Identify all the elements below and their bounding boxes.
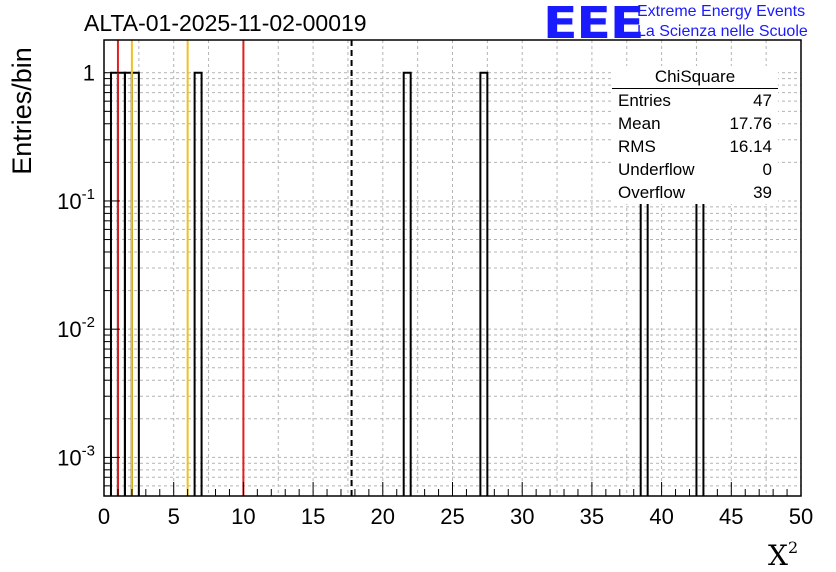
x-tick-label: 5	[168, 504, 180, 529]
stats-row-underflow: Underflow 0	[612, 158, 778, 181]
x-tick-label: 40	[649, 504, 673, 529]
x-tick-label: 25	[440, 504, 464, 529]
x-tick-label: 20	[371, 504, 395, 529]
stats-value: 17.76	[729, 114, 772, 133]
histogram-bar	[193, 71, 203, 496]
eee-logo-mark: EEE	[543, 0, 644, 49]
y-tick-label: 10-3	[57, 442, 95, 470]
y-tick-label: 1	[83, 61, 95, 86]
x-tick-label: 45	[719, 504, 743, 529]
chart-title: ALTA-01-2025-11-02-00019	[84, 10, 367, 36]
stats-row-mean: Mean 17.76	[612, 112, 778, 135]
stats-value: 39	[753, 183, 772, 202]
stats-label: Underflow	[618, 160, 695, 179]
x-axis: 0 5 10 15 20 25 30 35 40 45 50	[98, 482, 813, 529]
stats-value: 47	[753, 91, 772, 110]
stats-box: ChiSquare Entries 47 Mean 17.76 RMS 16.14 U…	[612, 66, 778, 204]
stats-value: 0	[762, 160, 772, 179]
histogram-bar	[109, 71, 119, 496]
stats-row-overflow: Overflow 39	[612, 181, 778, 204]
logo-line-2: La Scienza nelle Scuole	[637, 23, 808, 40]
x-tick-label: 10	[231, 504, 255, 529]
stats-row-rms: RMS 16.14	[612, 135, 778, 158]
x-axis-label: X2	[768, 538, 798, 572]
reference-lines-layer	[116, 40, 353, 496]
x-tick-label: 35	[580, 504, 604, 529]
y-tick-label: 10-2	[57, 314, 95, 342]
x-tick-label: 15	[301, 504, 325, 529]
x-tick-label: 0	[98, 504, 110, 529]
histogram-bar	[116, 71, 126, 496]
histogram-bar	[130, 71, 140, 496]
x-tick-label: 30	[510, 504, 534, 529]
stats-label: Mean	[618, 114, 661, 133]
x-axis-label-exponent: 2	[787, 538, 799, 557]
histogram-bar	[123, 71, 133, 496]
stats-label: RMS	[618, 137, 656, 156]
stats-label: Overflow	[618, 183, 686, 202]
stats-label: Entries	[618, 91, 671, 110]
y-axis-label: Entries/bin	[7, 47, 37, 175]
stats-box-title: ChiSquare	[612, 66, 778, 89]
stats-row-entries: Entries 47	[612, 89, 778, 112]
logo-line-1: Extreme Energy Events	[637, 3, 806, 20]
y-axis: 10-3 10-2 10-1 1	[57, 61, 120, 497]
x-tick-label: 50	[789, 504, 813, 529]
x-axis-label-base: X	[768, 539, 788, 572]
stats-value: 16.14	[729, 137, 772, 156]
y-tick-label: 10-1	[57, 186, 95, 214]
histogram-bar	[402, 71, 412, 496]
histogram-bar	[479, 71, 489, 496]
